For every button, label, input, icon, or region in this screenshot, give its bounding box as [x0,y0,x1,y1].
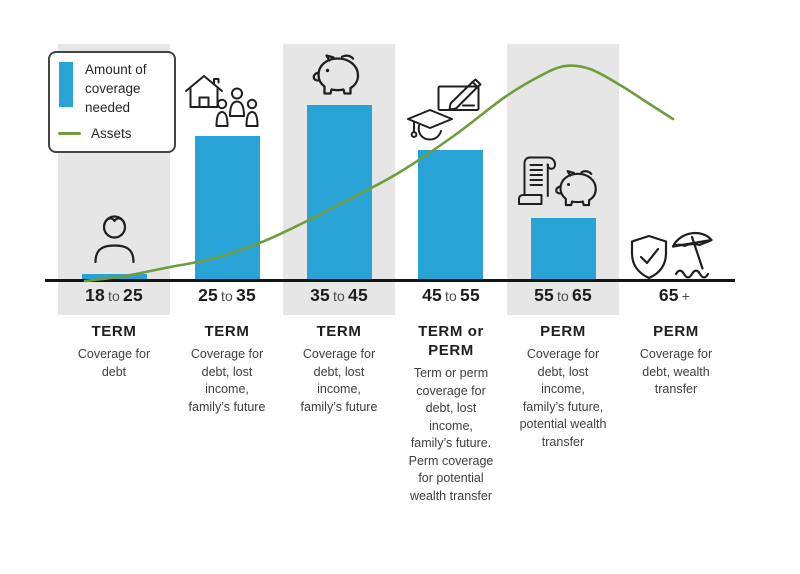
person-icon [94,215,135,264]
beach-umbrella-icon [671,231,713,279]
coverage-bar [307,105,372,281]
coverage-type-heading: TERM or PERM [418,323,484,359]
certificate-scroll-icon [518,156,556,205]
age-label: 55 to 65 [507,285,619,306]
coverage-column: PERM Coverage for debt, wealth transfer [620,322,732,399]
age-start: 18 [85,285,105,305]
coverage-column: TERM Coverage for debt, lost income, fam… [171,322,283,416]
coverage-type-heading: TERM [91,323,137,340]
age-end: 35 [236,285,256,305]
age-connector: to [107,288,121,304]
coverage-bar [531,218,596,281]
age-connector: to [332,288,346,304]
coverage-column: TERM Coverage for debt, lost income, fam… [283,322,395,416]
age-end: 25 [123,285,143,305]
coverage-type-heading: PERM [540,323,586,340]
coverage-column: TERM or PERM Term or perm coverage for d… [395,322,507,505]
age-label: 45 to 55 [395,285,507,306]
age-connector: + [681,288,691,304]
coverage-description: Coverage for debt [77,347,151,379]
family-icon [215,87,259,127]
age-label: 35 to 45 [283,285,395,306]
age-connector: to [556,288,570,304]
coverage-bar [418,150,483,281]
legend-assets-label: Assets [91,126,132,141]
legend-item-assets: Assets [58,124,166,143]
coverage-type-heading: TERM [204,323,250,340]
age-start: 65 [658,285,679,305]
age-label: 65 + [620,285,732,306]
coverage-description: Coverage for debt, wealth transfer [639,347,713,396]
age-end: 65 [572,285,592,305]
coverage-description: Coverage for debt, lost income, family’s… [519,347,607,449]
age-connector: to [220,288,234,304]
legend-coverage-label: Amount of coverage needed [85,62,147,115]
coverage-type-heading: PERM [653,323,699,340]
age-start: 55 [534,285,554,305]
coverage-description: Coverage for debt, lost income, family’s… [300,347,378,414]
age-start: 45 [422,285,442,305]
piggy-bank-icon [312,54,360,95]
age-label: 25 to 35 [171,285,283,306]
coverage-description: Coverage for debt, lost income, family’s… [188,347,266,414]
age-end: 45 [348,285,368,305]
graduation-cap-icon [407,109,453,141]
chart-legend: Amount of coverage needed Assets [48,51,176,153]
shield-check-icon [630,234,668,280]
coverage-column: PERM Coverage for debt, lost income, fam… [507,322,619,451]
cheque-pen-icon [437,78,482,111]
legend-item-coverage: Amount of coverage needed [58,60,166,117]
assets-line-swatch [58,131,81,136]
age-end: 55 [460,285,480,305]
age-connector: to [444,288,458,304]
coverage-bar [195,136,260,281]
age-start: 25 [198,285,218,305]
coverage-bar-swatch [59,62,73,107]
coverage-type-heading: TERM [316,323,362,340]
coverage-description: Term or perm coverage for debt, lost inc… [408,366,494,503]
piggy-bank-icon [555,170,597,207]
coverage-column: TERM Coverage for debt [58,322,170,381]
age-start: 35 [310,285,330,305]
age-label: 18 to 25 [58,285,170,306]
